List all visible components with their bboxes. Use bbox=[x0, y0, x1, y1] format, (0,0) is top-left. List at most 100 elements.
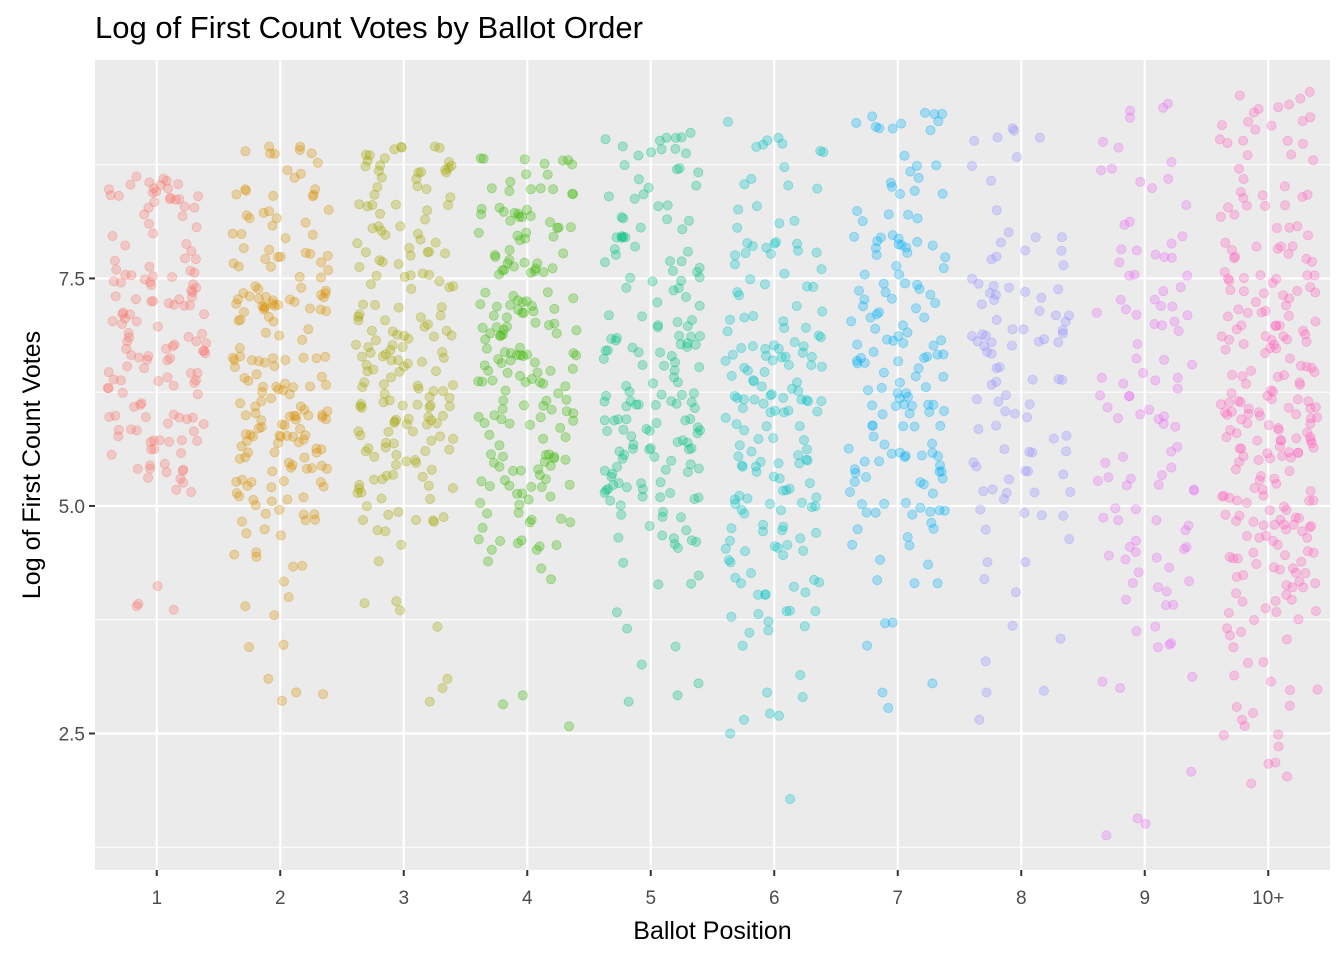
data-point bbox=[989, 294, 1000, 305]
data-point bbox=[171, 484, 182, 495]
data-point bbox=[991, 420, 1002, 431]
data-point bbox=[357, 381, 368, 392]
data-point bbox=[1009, 125, 1020, 136]
data-point bbox=[620, 232, 631, 243]
data-point bbox=[260, 508, 271, 519]
data-point bbox=[1231, 701, 1242, 712]
data-point bbox=[122, 361, 133, 372]
data-point bbox=[1098, 512, 1109, 523]
data-point bbox=[694, 272, 705, 283]
data-point bbox=[555, 422, 566, 433]
data-point bbox=[186, 486, 197, 497]
data-point bbox=[525, 184, 536, 195]
data-point bbox=[652, 297, 663, 308]
data-point bbox=[739, 179, 750, 190]
data-point bbox=[557, 155, 568, 166]
data-point bbox=[1106, 163, 1117, 174]
data-point bbox=[1030, 232, 1041, 243]
data-point bbox=[813, 330, 824, 341]
data-point bbox=[257, 381, 268, 392]
data-point bbox=[967, 273, 978, 284]
data-point bbox=[280, 354, 291, 365]
data-point bbox=[198, 418, 209, 429]
data-point bbox=[616, 231, 627, 242]
data-point bbox=[938, 263, 949, 274]
data-point bbox=[744, 627, 755, 638]
data-point bbox=[253, 293, 264, 304]
data-point bbox=[849, 476, 860, 487]
data-point bbox=[387, 469, 398, 480]
data-point bbox=[476, 209, 487, 220]
data-point bbox=[857, 216, 868, 227]
data-point bbox=[1288, 519, 1299, 530]
data-point bbox=[558, 248, 569, 259]
data-point bbox=[1248, 107, 1259, 118]
data-point bbox=[1291, 409, 1302, 420]
data-point bbox=[898, 421, 909, 432]
data-point bbox=[795, 533, 806, 544]
data-point bbox=[1161, 600, 1172, 611]
data-point bbox=[859, 269, 870, 280]
data-point bbox=[1124, 270, 1135, 281]
data-point bbox=[783, 180, 794, 191]
data-point bbox=[391, 596, 402, 607]
data-point bbox=[1306, 413, 1317, 424]
data-point bbox=[911, 160, 922, 171]
data-point bbox=[317, 412, 328, 423]
data-point bbox=[1225, 424, 1236, 435]
data-point bbox=[1281, 524, 1292, 535]
data-point bbox=[1305, 431, 1316, 442]
data-point bbox=[524, 517, 535, 528]
data-point bbox=[927, 447, 938, 458]
data-point bbox=[413, 167, 424, 178]
data-point bbox=[870, 507, 881, 518]
data-point bbox=[515, 342, 526, 353]
data-point bbox=[192, 367, 203, 378]
data-point bbox=[1113, 515, 1124, 526]
data-point bbox=[305, 381, 316, 392]
data-point bbox=[303, 410, 314, 421]
x-tick-label: 9 bbox=[1139, 888, 1150, 909]
data-point bbox=[1281, 300, 1292, 311]
data-point bbox=[505, 215, 516, 226]
data-point bbox=[630, 241, 641, 252]
data-point bbox=[251, 369, 262, 380]
data-point bbox=[245, 429, 256, 440]
data-point bbox=[560, 381, 571, 392]
data-point bbox=[612, 461, 623, 472]
data-point bbox=[543, 320, 554, 331]
data-point bbox=[971, 461, 982, 472]
data-point bbox=[1273, 424, 1284, 435]
data-point bbox=[777, 138, 788, 149]
data-point bbox=[1222, 623, 1233, 634]
data-point bbox=[627, 443, 638, 454]
data-point bbox=[497, 451, 508, 462]
data-point bbox=[1291, 433, 1302, 444]
data-point bbox=[366, 325, 377, 336]
data-point bbox=[1274, 320, 1285, 331]
data-point bbox=[271, 213, 282, 224]
data-point bbox=[300, 515, 311, 526]
data-point bbox=[1298, 582, 1309, 593]
data-point bbox=[485, 449, 496, 460]
data-point bbox=[191, 282, 202, 293]
data-point bbox=[372, 181, 383, 192]
data-point bbox=[1276, 435, 1287, 446]
data-point bbox=[1131, 535, 1142, 546]
data-point bbox=[653, 320, 664, 331]
data-point bbox=[899, 150, 910, 161]
data-point bbox=[765, 498, 776, 509]
data-point bbox=[360, 161, 371, 172]
data-point bbox=[726, 370, 737, 381]
data-point bbox=[235, 351, 246, 362]
data-point bbox=[1020, 286, 1031, 297]
data-point bbox=[806, 502, 817, 513]
data-point bbox=[296, 282, 307, 293]
data-point bbox=[1250, 124, 1261, 135]
data-point bbox=[385, 345, 396, 356]
data-point bbox=[621, 482, 632, 493]
data-point bbox=[656, 144, 667, 155]
data-point bbox=[1131, 309, 1142, 320]
data-point bbox=[275, 251, 286, 262]
data-point bbox=[762, 687, 773, 698]
